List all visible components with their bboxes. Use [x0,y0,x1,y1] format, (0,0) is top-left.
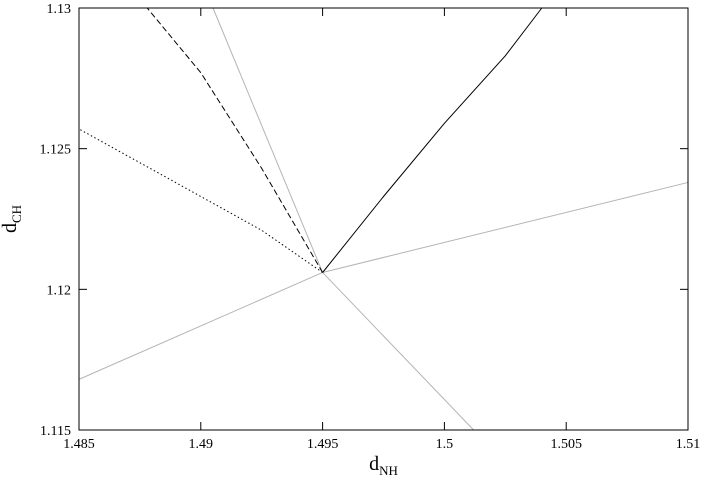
x-tick-label: 1.505 [550,437,582,452]
x-tick-label: 1.49 [189,437,214,452]
x-tick-label: 1.495 [307,437,339,452]
y-tick-label: 1.115 [40,424,71,439]
separatrix-line-0 [78,271,323,380]
plot-frame [78,7,689,431]
contour-lines [78,7,689,431]
axis-ticks [78,7,689,431]
y-tick-label: 1.12 [47,283,72,298]
x-axis-label: dNH [369,453,398,478]
path-dashed [146,7,324,273]
separatrix-line-1 [322,181,689,273]
x-tick-label: 1.5 [436,437,454,452]
y-axis-label: dCH [0,205,24,233]
separatrix-line-2 [212,7,324,273]
x-tick-label: 1.485 [63,437,95,452]
path-solid [322,7,543,273]
tick-labels: 1.485 1.49 1.495 1.5 1.505 1.51 1.115 1.12 1.125… [40,2,701,452]
x-tick-label: 1.51 [676,437,701,452]
y-tick-label: 1.125 [40,143,72,158]
separatrix-line-3 [322,272,474,431]
y-tick-label: 1.13 [47,2,72,17]
reaction-paths [78,7,543,273]
path-dotted [78,128,323,273]
